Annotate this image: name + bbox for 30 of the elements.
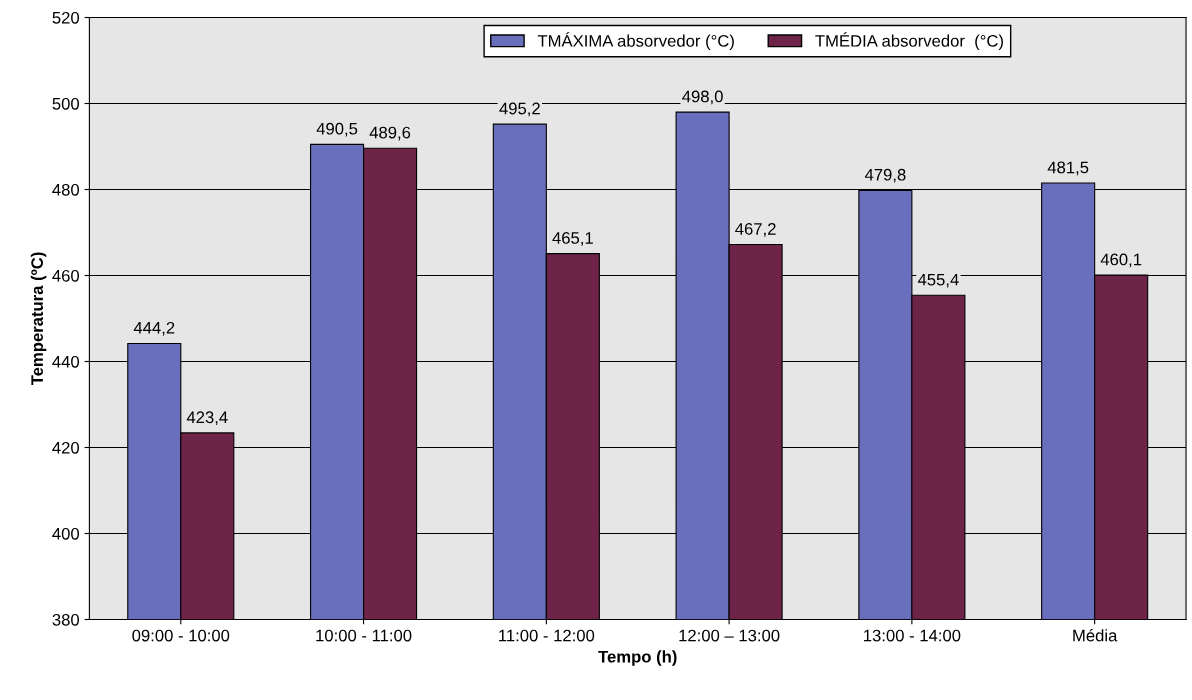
data-label: 423,4 — [186, 411, 228, 426]
x-tick-label: 12:00 – 13:00 — [679, 629, 780, 642]
data-label: 444,2 — [133, 321, 175, 336]
data-label: 465,1 — [552, 232, 593, 246]
data-label: 455,4 — [917, 273, 959, 288]
y-tick-label: 520 — [52, 11, 80, 24]
x-axis-title: Tempo (h) — [598, 650, 677, 666]
legend-label: TMÁXIMA absorvedor (°C) — [537, 32, 734, 51]
y-tick-label: 420 — [52, 441, 80, 454]
data-label: 489,6 — [369, 126, 411, 141]
y-tick-label: 440 — [52, 355, 80, 368]
data-label: 467,2 — [735, 222, 776, 237]
legend-label: TMÉDIA absorvedor (°C) — [815, 32, 1003, 51]
x-tick-label: 13:00 - 14:00 — [864, 629, 961, 642]
data-label: 481,5 — [1047, 161, 1089, 176]
x-tick-label: 10:00 - 11:00 — [316, 629, 412, 642]
y-tick-label: 400 — [52, 527, 80, 540]
data-label: 498,0 — [682, 90, 723, 105]
data-label: 479,8 — [864, 168, 906, 183]
x-tick-label: 09:00 - 10:00 — [132, 629, 230, 642]
y-axis-title: Temperatura (ºC) — [30, 252, 47, 386]
y-tick-label: 500 — [52, 97, 80, 110]
y-tick-label: 460 — [52, 269, 80, 282]
x-tick-label: Média — [1073, 629, 1118, 642]
data-label: 460,1 — [1100, 253, 1142, 268]
y-tick-label: 480 — [52, 183, 80, 196]
data-label: 490,5 — [316, 122, 358, 137]
x-tick-label: 11:00 - 12:00 — [499, 629, 595, 642]
data-label: 495,2 — [499, 102, 540, 117]
y-tick-label: 380 — [52, 613, 80, 626]
